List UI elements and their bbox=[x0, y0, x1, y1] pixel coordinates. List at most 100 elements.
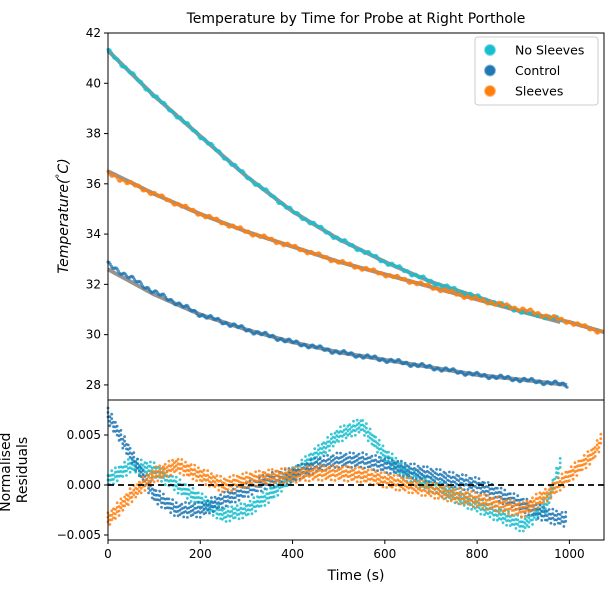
residual-point bbox=[134, 460, 138, 463]
residual-point bbox=[532, 504, 536, 507]
residual-point bbox=[357, 426, 361, 429]
residual-point bbox=[342, 479, 346, 482]
residual-point bbox=[270, 468, 274, 471]
residual-point bbox=[352, 419, 355, 423]
residual-point bbox=[237, 517, 241, 521]
residual-point bbox=[283, 467, 287, 470]
x-tick-label: 800 bbox=[466, 547, 489, 561]
legend: No Sleeves Control Sleeves bbox=[474, 36, 599, 106]
residual-point bbox=[562, 525, 566, 528]
residual-point bbox=[446, 499, 449, 503]
residual-point bbox=[437, 496, 440, 500]
residual-point bbox=[318, 464, 322, 467]
residual-point bbox=[145, 482, 149, 485]
residual-point bbox=[322, 464, 326, 468]
residual-point bbox=[385, 486, 389, 489]
residual-point bbox=[243, 486, 247, 490]
residual-point bbox=[396, 473, 400, 477]
residual-point bbox=[320, 479, 324, 482]
residual-point bbox=[394, 471, 398, 475]
data-point bbox=[116, 58, 120, 62]
residual-point bbox=[545, 491, 549, 494]
legend-label: Sleeves bbox=[515, 84, 563, 99]
residual-point bbox=[353, 433, 357, 437]
residual-point bbox=[331, 454, 335, 457]
legend-marker bbox=[484, 64, 496, 77]
residual-point bbox=[440, 490, 444, 494]
residual-point bbox=[370, 468, 374, 472]
residual-point bbox=[470, 486, 473, 490]
residual-point bbox=[496, 514, 499, 518]
residual-point bbox=[272, 481, 276, 485]
residual-point bbox=[425, 465, 429, 469]
residual-point bbox=[128, 446, 132, 450]
residual-point bbox=[233, 491, 237, 495]
residual-point bbox=[403, 470, 407, 474]
residual-point bbox=[328, 449, 331, 452]
residual-point bbox=[599, 437, 603, 440]
residual-point bbox=[553, 522, 556, 526]
residual-point bbox=[230, 480, 234, 483]
residual-point bbox=[344, 436, 348, 440]
residual-point bbox=[355, 480, 359, 484]
residual-point bbox=[180, 502, 184, 506]
residual-point bbox=[544, 487, 547, 491]
residual-point bbox=[296, 464, 300, 467]
series-no-sleeves bbox=[106, 48, 562, 323]
residual-point bbox=[178, 478, 182, 482]
residual-point bbox=[237, 498, 241, 502]
residual-point bbox=[503, 517, 507, 521]
residual-point bbox=[525, 523, 529, 527]
residual-point bbox=[512, 499, 516, 503]
residual-point bbox=[377, 443, 381, 447]
residual-point bbox=[117, 509, 121, 513]
residual-point bbox=[280, 490, 283, 493]
residual-point bbox=[276, 478, 280, 482]
residual-point bbox=[355, 418, 359, 422]
residual-point bbox=[162, 474, 165, 477]
residual-point bbox=[193, 468, 197, 471]
residual-point bbox=[470, 490, 473, 493]
residual-point bbox=[440, 486, 444, 489]
residual-point bbox=[132, 451, 136, 454]
residual-point bbox=[593, 450, 597, 454]
residual-point bbox=[466, 479, 470, 482]
residual-point bbox=[221, 508, 224, 512]
residual-point bbox=[204, 506, 208, 510]
residual-point bbox=[114, 508, 117, 511]
residual-point bbox=[160, 479, 163, 483]
residual-point bbox=[328, 444, 331, 448]
residual-point bbox=[545, 509, 549, 513]
residual-point bbox=[555, 509, 558, 513]
residual-point bbox=[147, 491, 151, 495]
residual-point bbox=[134, 469, 138, 472]
residual-point bbox=[191, 508, 195, 512]
residual-point bbox=[311, 463, 315, 467]
residual-point bbox=[121, 446, 125, 450]
residual-point bbox=[311, 477, 315, 481]
residual-point bbox=[315, 460, 318, 464]
residual-point bbox=[296, 466, 300, 469]
residual-point bbox=[383, 471, 387, 474]
residual-point bbox=[383, 475, 387, 479]
residual-point bbox=[390, 476, 394, 480]
residual-point bbox=[400, 485, 403, 488]
residual-point bbox=[416, 491, 420, 495]
residual-point bbox=[300, 462, 304, 466]
data-point bbox=[242, 171, 246, 175]
residual-point bbox=[361, 451, 365, 455]
residual-point bbox=[246, 495, 250, 498]
residual-point bbox=[449, 490, 453, 494]
residual-point bbox=[374, 454, 377, 457]
residual-point bbox=[184, 483, 187, 487]
residual-point bbox=[348, 423, 352, 426]
residual-point bbox=[588, 462, 592, 466]
residual-point bbox=[239, 485, 243, 489]
residual-point bbox=[396, 459, 400, 463]
residual-point bbox=[320, 451, 324, 455]
residual-point bbox=[276, 489, 280, 493]
residual-point bbox=[414, 480, 418, 484]
residual-point bbox=[407, 474, 411, 477]
residual-point bbox=[346, 429, 350, 433]
